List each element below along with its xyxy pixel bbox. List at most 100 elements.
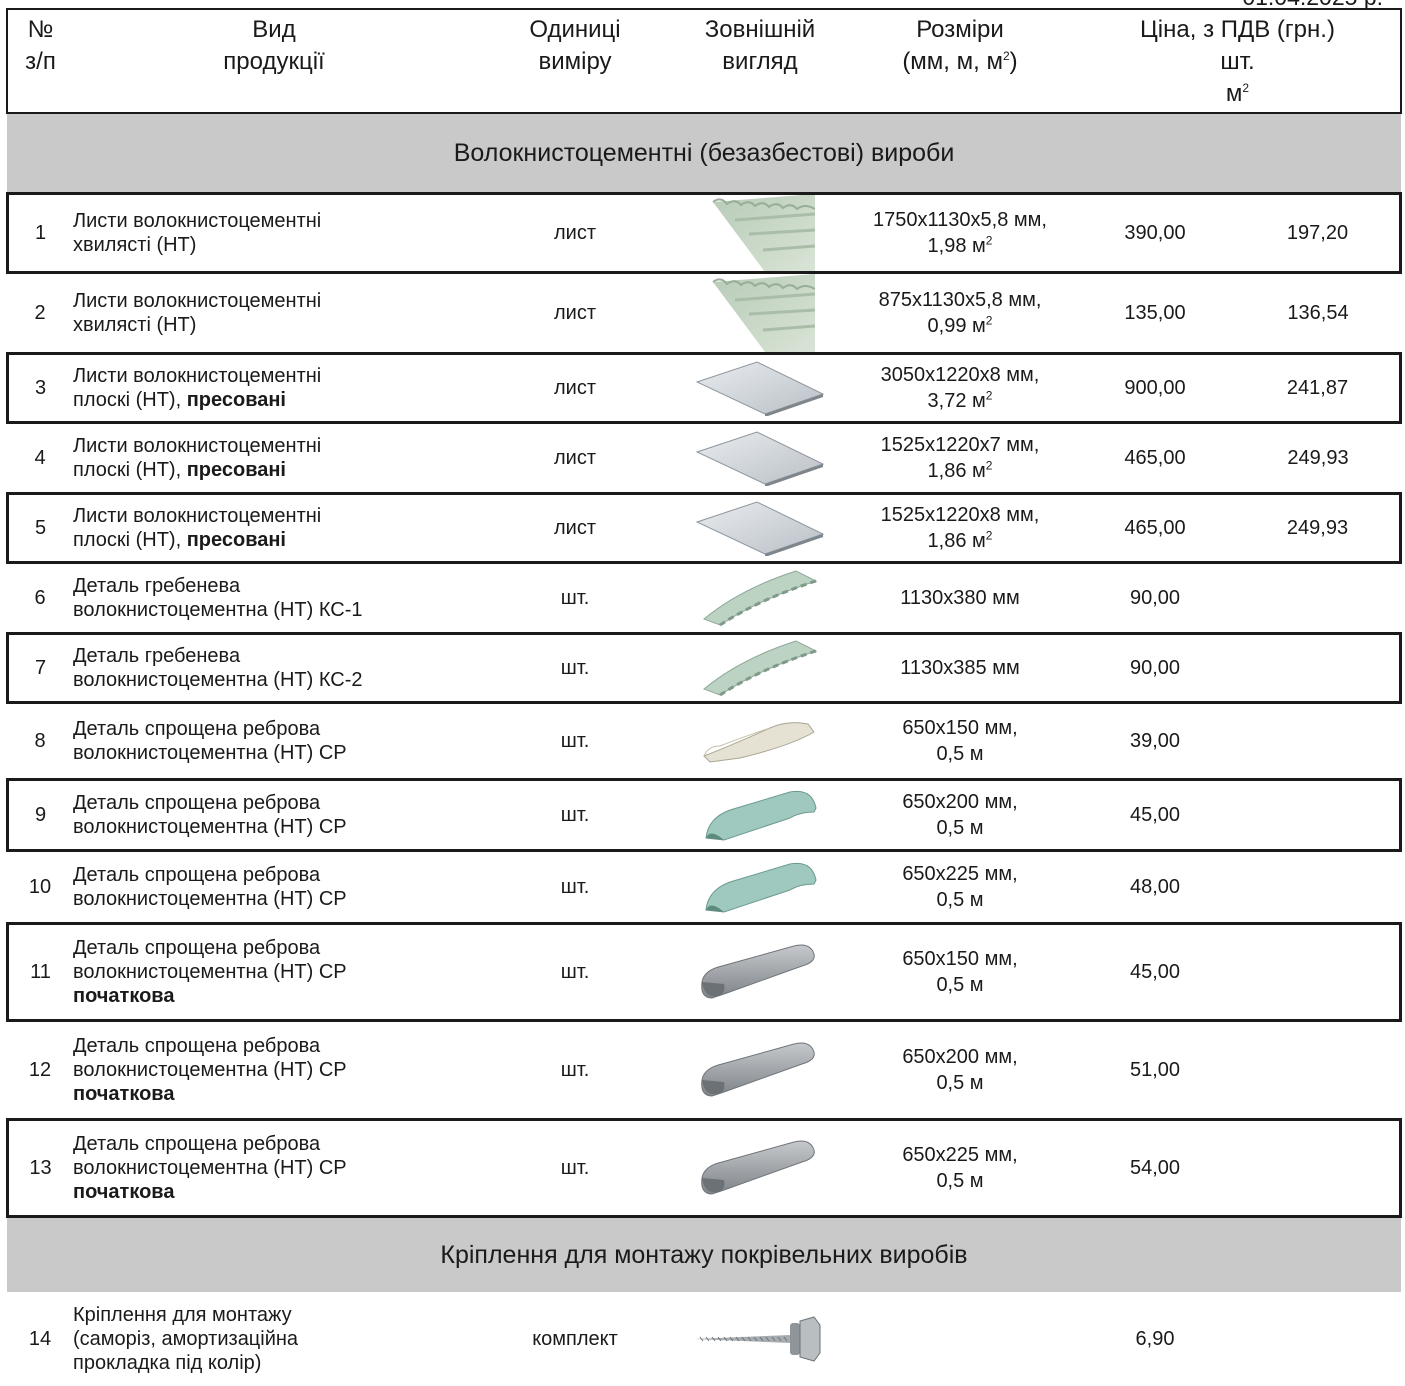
product-name: Деталь спрощена реброва волокнистоцементн… [73, 864, 347, 910]
price-per-m2: 136,54 [1287, 301, 1349, 324]
dimensions-line-1: 1130x380 мм [900, 587, 1020, 609]
row-number: 5 [6, 492, 73, 564]
col-look-header: Зовнішній вигляд [704, 16, 816, 75]
section-header: Волокнистоцементні (безазбестові) вироби [7, 113, 1401, 193]
ridge-piece-icon [675, 563, 845, 633]
flat-sheet-icon [675, 423, 845, 493]
row-number: 8 [34, 729, 46, 752]
hip-piece-white-icon [675, 703, 845, 779]
product-name: Деталь спрощена реброва волокнистоцементн… [73, 922, 475, 1022]
price-per-m2 [1235, 851, 1401, 923]
price-per-piece: 45,00 [1075, 778, 1235, 852]
dimensions-line-2: 0,5 м [936, 974, 984, 996]
dimensions-line-2: 0,5 м [936, 817, 984, 839]
table-row: 3 Листи волокнистоцементні плоскі (НТ), пр… [6, 352, 1402, 424]
table-row: 14 Кріплення для монтажу (саморіз, амортиз… [7, 1292, 1401, 1386]
hip-piece-green-icon [675, 778, 845, 852]
price-per-m2 [1235, 922, 1402, 1022]
section-title: Волокнистоцементні (безазбестові) вироби [7, 113, 1401, 193]
hip-piece-green-icon [675, 851, 845, 923]
dimensions-line-2: 0,5 м [936, 1170, 984, 1192]
dimensions: 1525x1220x7 мм, 1,86 м2 [845, 423, 1075, 493]
dimensions: 3050x1220x8 мм, 3,72 м2 [845, 352, 1075, 424]
price-per-m2: 197,20 [1235, 192, 1402, 274]
price-per-piece: 39,00 [1129, 729, 1181, 752]
dimensions [845, 1292, 1075, 1386]
table-row: 11 Деталь спрощена реброва волокнистоцемен… [6, 922, 1402, 1022]
table-header: № з/п Вид продукції Одиниці виміру Зовнішні… [6, 9, 1402, 113]
unit: шт. [560, 875, 590, 898]
dimensions: 650x225 мм, 0,5 м [845, 851, 1075, 923]
dimensions-line-1: 650x150 мм, [902, 717, 1018, 739]
table-row: 8 Деталь спрощена реброва волокнистоцемент… [7, 703, 1401, 779]
row-number: 11 [6, 922, 73, 1022]
product-name: Деталь спрощена реброва волокнистоцементн… [73, 1035, 347, 1105]
product-name: Листи волокнистоцементні плоскі (НТ), пре… [73, 352, 475, 424]
dimensions: 650x200 мм, 0,5 м [845, 778, 1075, 852]
wavy-sheet-icon [675, 273, 845, 353]
dimensions: 1750x1130x5,8 мм, 1,98 м2 [845, 192, 1075, 274]
price-per-m2 [1235, 632, 1402, 704]
price-table: № з/п Вид продукції Одиниці виміру Зовнішні… [6, 8, 1402, 1386]
dimensions-line-2: 1,86 м2 [927, 528, 993, 552]
row-number: 6 [34, 586, 46, 609]
unit: лист [553, 446, 596, 469]
col-kind-header: Вид продукції [223, 16, 325, 75]
dimensions-line-1: 1750x1130x5,8 мм, [873, 209, 1047, 231]
table-row: 12 Деталь спрощена реброва волокнистоцемен… [7, 1021, 1401, 1119]
ridge-piece-icon [675, 632, 845, 704]
price-per-piece: 90,00 [1075, 632, 1235, 704]
col-price-m2: м2 [1225, 80, 1250, 107]
dimensions-line-1: 650x200 мм, [902, 1046, 1018, 1068]
dimensions: 650x150 мм, 0,5 м [845, 922, 1075, 1022]
row-number: 10 [28, 875, 52, 898]
row-number: 4 [34, 446, 46, 469]
price-per-piece: 45,00 [1075, 922, 1235, 1022]
price-per-m2 [1235, 778, 1402, 852]
dimensions: 1130x385 мм [845, 632, 1075, 704]
dimensions-line-1: 1525x1220x8 мм, [880, 504, 1040, 526]
unit: шт. [560, 1058, 590, 1081]
unit: лист [553, 301, 596, 324]
product-name: Деталь гребенева волокнистоцементна (НТ) … [73, 632, 475, 704]
section-header: Кріплення для монтажу покрівельних вироб… [7, 1217, 1401, 1292]
table-row: 7 Деталь гребенева волокнистоцементна (НТ)… [6, 632, 1402, 704]
price-per-m2: 249,93 [1235, 492, 1402, 564]
unit: шт. [560, 586, 590, 609]
unit: лист [475, 352, 675, 424]
col-price-pc: шт. [1220, 48, 1255, 75]
start-piece-grey-icon [675, 1118, 845, 1218]
dimensions-line-1: 650x150 мм, [902, 948, 1018, 970]
unit: шт. [475, 778, 675, 852]
col-unit-header: Одиниці виміру [529, 16, 621, 75]
row-number: 9 [6, 778, 73, 852]
unit: комплект [532, 1327, 618, 1350]
row-number: 2 [34, 301, 46, 324]
table-row: 5 Листи волокнистоцементні плоскі (НТ), пр… [6, 492, 1402, 564]
start-piece-grey-icon [675, 1021, 845, 1119]
price-per-piece: 51,00 [1129, 1058, 1181, 1081]
table-row: 6 Деталь гребенева волокнистоцементна (НТ)… [7, 563, 1401, 633]
table-row: 2 Листи волокнистоцементні хвилясті (НТ) ли… [7, 273, 1401, 353]
section-title: Кріплення для монтажу покрівельних вироб… [7, 1217, 1401, 1292]
dimensions: 1525x1220x8 мм, 1,86 м2 [845, 492, 1075, 564]
table-row: 9 Деталь спрощена реброва волокнистоцемент… [6, 778, 1402, 852]
product-name: Листи волокнистоцементні хвилясті (НТ) [73, 192, 475, 274]
price-per-piece: 6,90 [1135, 1327, 1175, 1350]
price-per-piece: 48,00 [1129, 875, 1181, 898]
row-number: 1 [6, 192, 73, 274]
col-num-header: № з/п [6, 9, 73, 113]
dimensions: 650x225 мм, 0,5 м [845, 1118, 1075, 1218]
screw-icon [675, 1292, 845, 1386]
unit: шт. [475, 922, 675, 1022]
flat-sheet-icon [675, 492, 845, 564]
flat-sheet-icon [675, 352, 845, 424]
dimensions-line-2: 0,5 м [936, 743, 984, 765]
start-piece-grey-icon [675, 922, 845, 1022]
table-row: 1 Листи волокнистоцементні хвилясті (НТ) ли… [6, 192, 1402, 274]
product-name: Деталь спрощена реброва волокнистоцементн… [73, 1118, 475, 1218]
price-per-m2 [1235, 703, 1401, 779]
dimensions-line-2: 0,5 м [936, 1072, 984, 1094]
row-number: 13 [6, 1118, 73, 1218]
dimensions-line-2: 1,98 м2 [927, 233, 993, 257]
